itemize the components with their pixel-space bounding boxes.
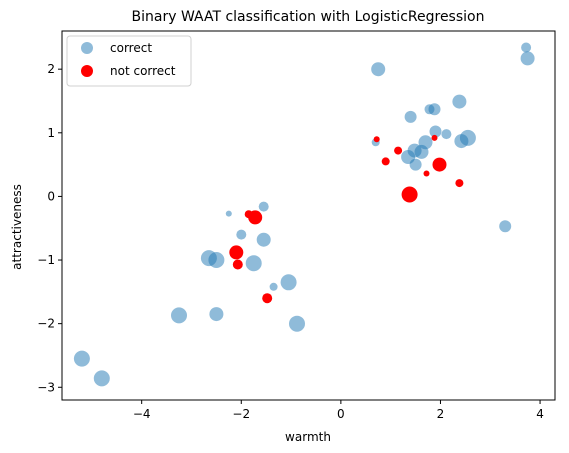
not-correct-point [381,157,390,166]
correct-point [269,282,278,291]
correct-point [225,210,232,217]
not-correct-point [431,134,438,141]
y-tick-label: 2 [47,62,55,76]
x-tick-label: −2 [232,407,250,421]
chart-title: Binary WAAT classification with Logistic… [132,9,485,25]
not-correct-point [262,293,273,304]
legend-marker-correct [81,42,93,54]
not-correct-point [394,146,403,155]
points-layer [73,42,535,387]
x-axis-label: warmth [285,430,331,444]
y-tick-label: −2 [37,317,55,331]
x-tick-label: 0 [337,407,345,421]
ticks-layer: −4 −2 0 2 4 −3 −2 −1 0 1 2 [37,62,544,421]
not-correct-point [248,210,263,225]
not-correct-point [373,136,380,143]
not-correct-point [232,259,243,270]
legend-label-correct: correct [110,41,152,55]
legend: correct not correct [66,35,192,87]
y-tick-label: −3 [37,380,55,394]
correct-point [441,129,452,140]
correct-point [404,110,417,123]
correct-point [289,315,305,332]
correct-point [371,62,386,77]
correct-point [256,232,271,247]
correct-point [452,94,467,109]
correct-point [521,42,532,53]
legend-box [66,35,192,87]
not-correct-point [401,186,418,203]
not-correct-point [455,179,464,188]
plot-frame [61,30,556,401]
correct-point [73,350,90,367]
correct-point [409,158,422,171]
y-tick-label: −1 [37,253,55,267]
correct-point [209,307,224,322]
correct-point [171,307,187,324]
legend-marker-not-correct [81,65,93,77]
correct-point [418,135,433,150]
x-tick-label: 2 [437,407,445,421]
correct-point [429,125,442,138]
x-tick-label: 4 [536,407,544,421]
correct-point [520,51,535,66]
not-correct-point [432,157,447,172]
not-correct-point [423,170,430,177]
correct-point [258,201,269,212]
correct-point [208,252,225,268]
correct-point [236,229,247,240]
y-tick-label: 1 [47,126,55,140]
correct-point [459,129,476,146]
correct-point [245,255,262,272]
correct-point [280,274,297,291]
correct-point [499,220,512,233]
y-axis-label: attractiveness [10,184,24,270]
not-correct-point [229,245,244,260]
y-tick-label: 0 [47,189,55,203]
correct-point [428,103,441,116]
correct-point [93,370,110,387]
legend-label-not-correct: not correct [110,64,176,78]
x-tick-label: −4 [133,407,151,421]
